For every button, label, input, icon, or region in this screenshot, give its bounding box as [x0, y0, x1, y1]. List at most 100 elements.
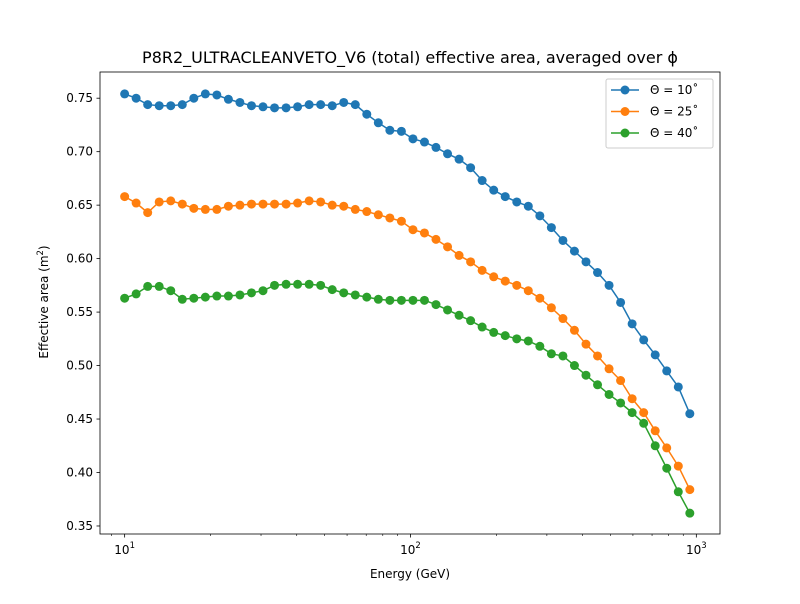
data-point [166, 196, 176, 206]
data-point [546, 303, 556, 313]
x-tick-base: 10 [114, 543, 129, 557]
data-point [650, 426, 660, 436]
data-point [616, 376, 626, 386]
data-point [131, 93, 141, 103]
axes-frame [99, 71, 721, 535]
data-point [200, 292, 210, 302]
data-point [569, 325, 579, 335]
data-point [154, 197, 164, 207]
data-point [604, 364, 614, 374]
data-point [189, 93, 199, 103]
data-point [373, 210, 383, 220]
data-point [293, 198, 303, 208]
data-point [558, 314, 568, 324]
data-point [650, 350, 660, 360]
data-point [662, 463, 672, 473]
y-axis-label: Effective area (m2) [36, 245, 51, 358]
data-point [166, 101, 176, 111]
data-point [419, 137, 429, 147]
y-axis-label-text: Effective area (m [37, 255, 51, 358]
data-point [212, 291, 222, 301]
data-point [327, 200, 337, 210]
data-point [246, 199, 256, 209]
data-point [523, 201, 533, 211]
data-point [604, 389, 614, 399]
data-point [593, 380, 603, 390]
chart-title: P8R2_ULTRACLEANVETO_V6 (total) effective… [142, 48, 678, 68]
data-point [546, 223, 556, 233]
data-point [177, 100, 187, 110]
data-point [512, 280, 522, 290]
data-point [131, 198, 141, 208]
data-point [396, 295, 406, 305]
data-point [477, 322, 487, 332]
data-point [189, 293, 199, 303]
data-point [535, 293, 545, 303]
series-3 [120, 279, 695, 518]
data-point [258, 286, 268, 296]
data-point [246, 101, 256, 111]
data-point [143, 100, 153, 110]
plot-area [99, 71, 721, 535]
data-point [454, 250, 464, 260]
legend-entry: Θ = 25˚ [611, 104, 698, 119]
data-point [419, 228, 429, 238]
x-tick-base: 10 [686, 543, 701, 557]
data-point [569, 361, 579, 371]
data-point [443, 149, 453, 159]
data-point [154, 281, 164, 291]
y-tick-label: 0.40 [66, 466, 93, 480]
data-point [419, 295, 429, 305]
data-point [616, 398, 626, 408]
y-tick-label: 0.60 [66, 252, 93, 266]
legend: Θ = 10˚ Θ = 25˚ Θ = 40˚ [605, 78, 714, 149]
data-point [223, 291, 233, 301]
data-point [558, 351, 568, 361]
data-point [443, 305, 453, 315]
data-point [293, 102, 303, 112]
data-point [281, 279, 291, 289]
data-point [639, 335, 649, 345]
data-point [593, 351, 603, 361]
data-point [235, 290, 245, 300]
data-point [523, 286, 533, 296]
data-point [362, 292, 372, 302]
data-point [396, 126, 406, 136]
data-point [373, 294, 383, 304]
data-point [362, 109, 372, 119]
data-point [212, 204, 222, 214]
data-point [304, 100, 314, 110]
data-point [408, 295, 418, 305]
data-point [685, 485, 695, 495]
y-axis-label-suffix: ) [37, 245, 51, 250]
data-point [650, 441, 660, 451]
data-point [304, 279, 314, 289]
data-point [569, 246, 579, 256]
data-point [673, 382, 683, 392]
y-axis-label-exponent: 2 [36, 250, 46, 255]
data-point [639, 408, 649, 418]
x-tick-label: 102 [400, 541, 421, 557]
data-point [373, 118, 383, 128]
y-tick-label: 0.55 [66, 305, 93, 319]
series-2 [120, 192, 695, 495]
data-point [431, 142, 441, 152]
data-point [535, 211, 545, 221]
y-axis: 0.35 0.40 0.45 0.50 0.55 0.60 0.65 0.70 0.75 [66, 91, 100, 533]
data-point [350, 100, 360, 110]
data-point [512, 334, 522, 344]
data-point [177, 199, 187, 209]
data-point [639, 418, 649, 428]
data-point [546, 349, 556, 359]
x-tick-exponent: 3 [701, 541, 706, 551]
data-point [258, 102, 268, 112]
data-point [166, 286, 176, 296]
legend-marker [620, 85, 630, 95]
data-point [223, 94, 233, 104]
data-point [120, 192, 130, 202]
legend-marker [620, 128, 630, 138]
data-point [200, 204, 210, 214]
data-point [281, 103, 291, 113]
data-point [627, 319, 637, 329]
